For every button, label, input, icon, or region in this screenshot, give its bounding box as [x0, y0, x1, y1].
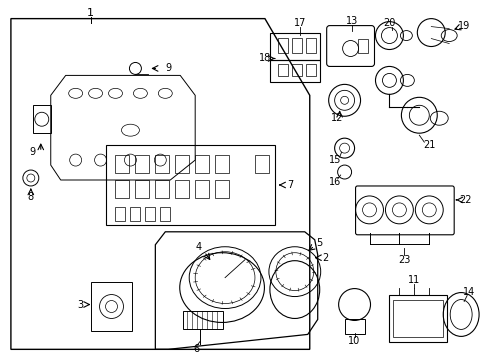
Text: 20: 20: [383, 18, 395, 28]
Text: 7: 7: [286, 180, 292, 190]
Text: 4: 4: [195, 242, 201, 252]
Text: 3: 3: [78, 300, 83, 310]
Text: 8: 8: [28, 192, 34, 202]
Text: 18: 18: [258, 54, 270, 63]
Text: 15: 15: [328, 155, 340, 165]
Text: 19: 19: [457, 21, 469, 31]
Text: 23: 23: [397, 255, 410, 265]
Text: 10: 10: [348, 336, 360, 346]
Text: 9: 9: [165, 63, 171, 73]
Text: 6: 6: [193, 345, 199, 354]
Text: 13: 13: [345, 15, 357, 26]
Text: 17: 17: [293, 18, 305, 28]
Text: 1: 1: [87, 8, 94, 18]
Text: 5: 5: [316, 238, 322, 248]
Text: 21: 21: [422, 140, 435, 150]
Text: 9: 9: [30, 147, 36, 157]
Text: 14: 14: [462, 287, 474, 297]
Text: 2: 2: [322, 253, 328, 263]
Text: 11: 11: [407, 275, 420, 285]
Text: 22: 22: [458, 195, 470, 205]
Text: 16: 16: [328, 177, 340, 187]
Text: 12: 12: [331, 113, 343, 123]
